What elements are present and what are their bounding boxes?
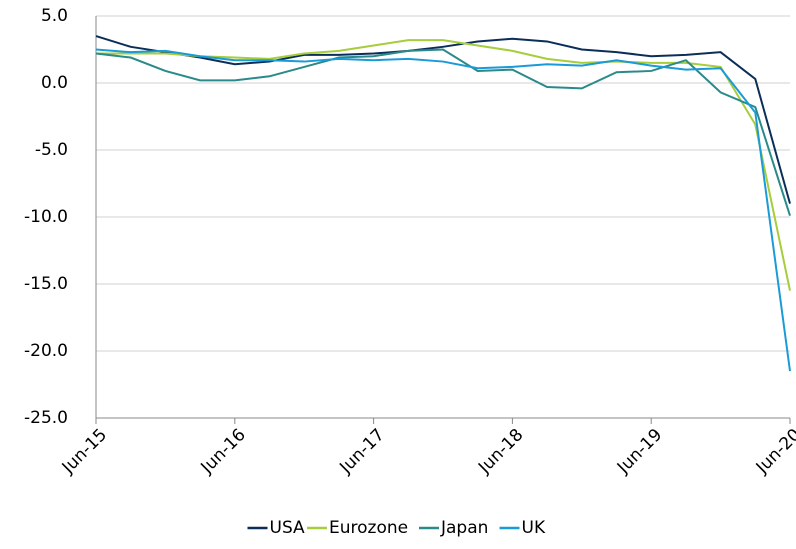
x-tick-label: Jun-16 — [197, 425, 250, 478]
x-tick-label: Jun-20 — [752, 425, 796, 478]
x-tick-label: Jun-15 — [58, 425, 111, 478]
legend-label: Japan — [440, 518, 488, 538]
series-line — [95, 35, 791, 204]
y-tick-label: -10.0 — [24, 207, 68, 227]
legend-label: USA — [270, 518, 306, 538]
y-tick-label: -5.0 — [35, 140, 68, 160]
series-line — [96, 39, 791, 291]
x-tick-label: Jun-19 — [613, 425, 666, 478]
x-tick-label: Jun-17 — [335, 425, 388, 478]
y-tick-label: 0.0 — [41, 73, 68, 93]
y-tick-label: -25.0 — [24, 408, 68, 428]
x-tick-label: Jun-18 — [474, 425, 527, 478]
series-line — [95, 48, 791, 372]
series-line — [95, 48, 791, 216]
y-tick-label: -15.0 — [24, 274, 68, 294]
legend-label: UK — [522, 518, 546, 538]
legend-label: Eurozone — [329, 518, 408, 538]
y-tick-label: 5.0 — [41, 6, 68, 26]
y-tick-label: -20.0 — [24, 341, 68, 361]
